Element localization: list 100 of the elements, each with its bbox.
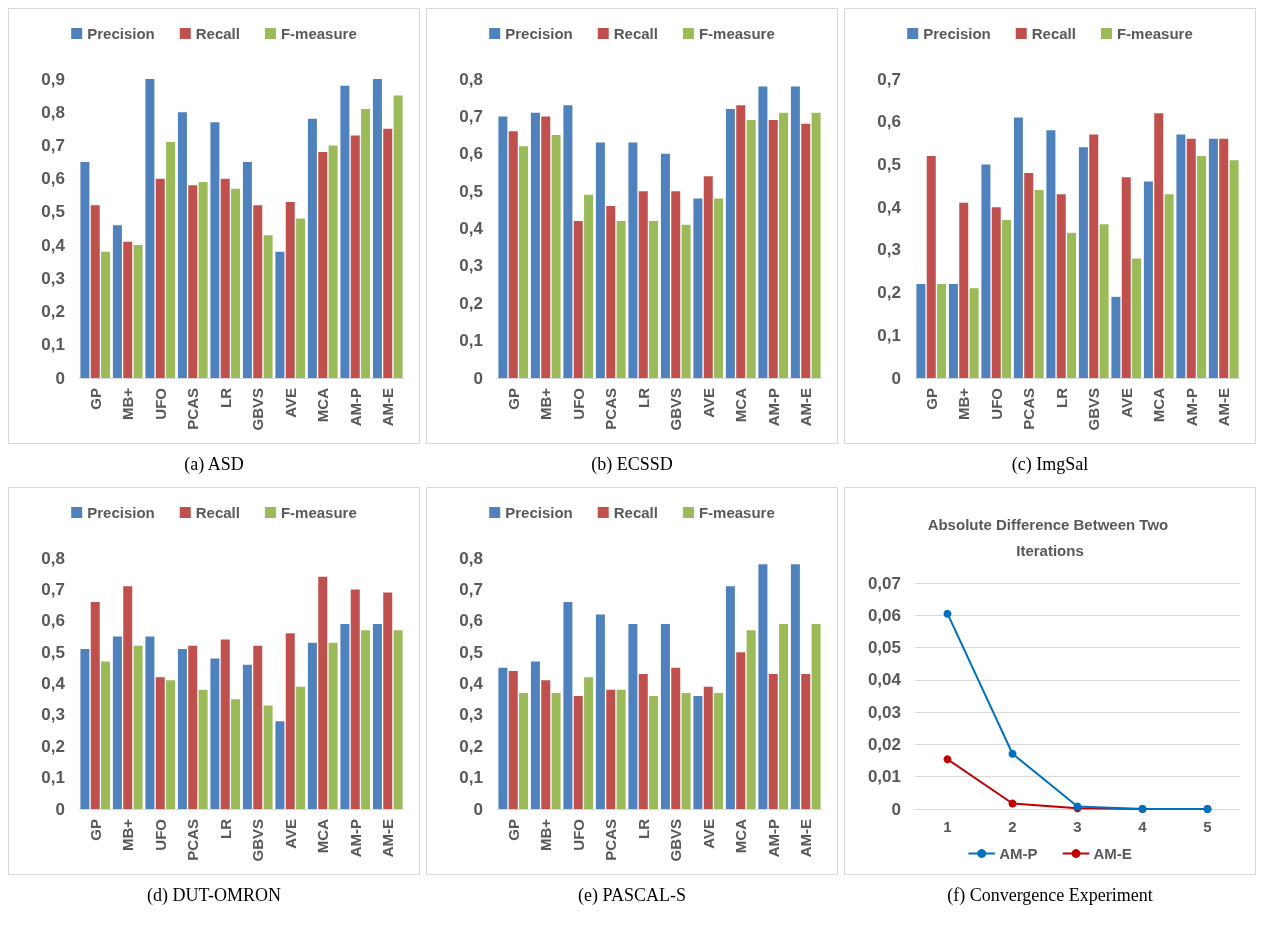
y-tick-label: 0,9: [41, 69, 65, 89]
bar: [263, 705, 273, 809]
bar: [253, 205, 263, 378]
bar: [573, 696, 583, 809]
y-tick-label: 0,4: [41, 235, 66, 255]
y-tick-label: 0,06: [867, 605, 901, 625]
y-tick-label: 0,3: [41, 268, 65, 288]
x-tick-label: UFO: [151, 387, 169, 420]
bar: [340, 85, 350, 378]
bar: [123, 241, 133, 378]
y-tick-label: 0,5: [877, 154, 901, 174]
x-tick-label: AM-P: [764, 819, 782, 858]
bar: [638, 674, 648, 809]
text: (d) DUT-OMRON: [147, 885, 281, 906]
bar: [1121, 177, 1131, 378]
bar: [1111, 296, 1121, 378]
chart-title: Absolute Difference Between Two Iterations: [927, 515, 1173, 559]
bar: [519, 692, 529, 809]
x-tick-label: PCAS: [184, 388, 202, 430]
bar: [541, 680, 551, 809]
bar: [681, 692, 691, 809]
x-tick-label: UFO: [569, 818, 587, 851]
bar: [198, 689, 208, 809]
y-tick-label: 0,07: [867, 573, 901, 593]
legend-label: F-measure: [1116, 25, 1193, 42]
y-tick-label: 0,7: [459, 106, 483, 126]
bar: [606, 206, 616, 378]
bar: [242, 162, 252, 378]
legend-label: Recall: [613, 504, 658, 521]
x-tick-label: AM-P: [346, 819, 364, 858]
bar: [1229, 160, 1239, 378]
bar: [220, 639, 230, 809]
bar: [188, 185, 198, 378]
bar: [372, 623, 382, 809]
y-tick-label: 0,7: [41, 135, 65, 155]
bar: [80, 162, 90, 378]
y-tick-label: 0,6: [41, 611, 65, 631]
y-tick-label: 0: [891, 368, 901, 388]
y-tick-label: 0,5: [41, 202, 65, 222]
y-tick-label: 0,6: [459, 144, 483, 164]
legend-label: Precision: [87, 504, 155, 521]
bar: [725, 586, 735, 809]
bar: [671, 667, 681, 809]
bar: [746, 630, 756, 809]
bar: [361, 108, 371, 378]
bar: [541, 116, 551, 378]
x-tick-label: MCA: [1150, 387, 1168, 423]
x-tick-label: LR: [634, 387, 652, 408]
bar: [80, 648, 90, 809]
y-tick-label: 0,5: [459, 181, 483, 201]
y-tick-label: 0,7: [41, 579, 65, 599]
bar: [307, 642, 317, 809]
bar: [660, 623, 670, 809]
text: (e) PASCAL-S: [578, 885, 686, 906]
bar: [350, 135, 360, 378]
bar: [736, 105, 746, 378]
bar: [981, 164, 991, 378]
x-tick-label: GBVS: [1085, 388, 1103, 431]
legend-label: Precision: [505, 25, 573, 42]
bar: [584, 194, 594, 378]
x-tick-label: GP: [86, 819, 104, 841]
bar: [133, 645, 143, 809]
bar: [155, 677, 165, 809]
bar: [801, 674, 811, 809]
bar: [123, 586, 133, 809]
bar: [198, 181, 208, 378]
bar: [383, 592, 393, 809]
x-tick-label: AVE: [699, 819, 717, 849]
bar: [350, 589, 360, 809]
y-tick-label: 0,5: [459, 642, 483, 662]
bar: [210, 122, 220, 378]
bar: [736, 652, 746, 809]
bar: [1089, 134, 1099, 378]
bar: [616, 221, 626, 378]
y-tick-label: 0,4: [41, 674, 66, 693]
bar: [177, 112, 187, 378]
bar: [1013, 117, 1023, 378]
bar: [1078, 147, 1088, 378]
bar: [790, 564, 800, 809]
y-tick-label: 0,6: [877, 112, 901, 132]
bar: [177, 648, 187, 809]
bar: [811, 112, 821, 378]
bar: [725, 108, 735, 378]
bar: [1176, 134, 1186, 378]
bar: [628, 142, 638, 378]
bar: [1056, 194, 1066, 378]
bar: [801, 123, 811, 378]
bar: [307, 118, 317, 378]
bar: [714, 692, 724, 809]
bar: [231, 188, 241, 378]
legend-label: F-measure: [280, 25, 357, 42]
y-tick-label: 0,04: [867, 670, 902, 690]
x-tick-label: AM-E: [797, 388, 815, 427]
bar: [498, 116, 508, 378]
bar: [1197, 155, 1207, 378]
bar: [969, 288, 979, 378]
y-tick-label: 0,3: [41, 705, 65, 725]
y-tick-label: 0,3: [459, 705, 483, 725]
bar: [628, 623, 638, 809]
bar: [1186, 138, 1196, 378]
